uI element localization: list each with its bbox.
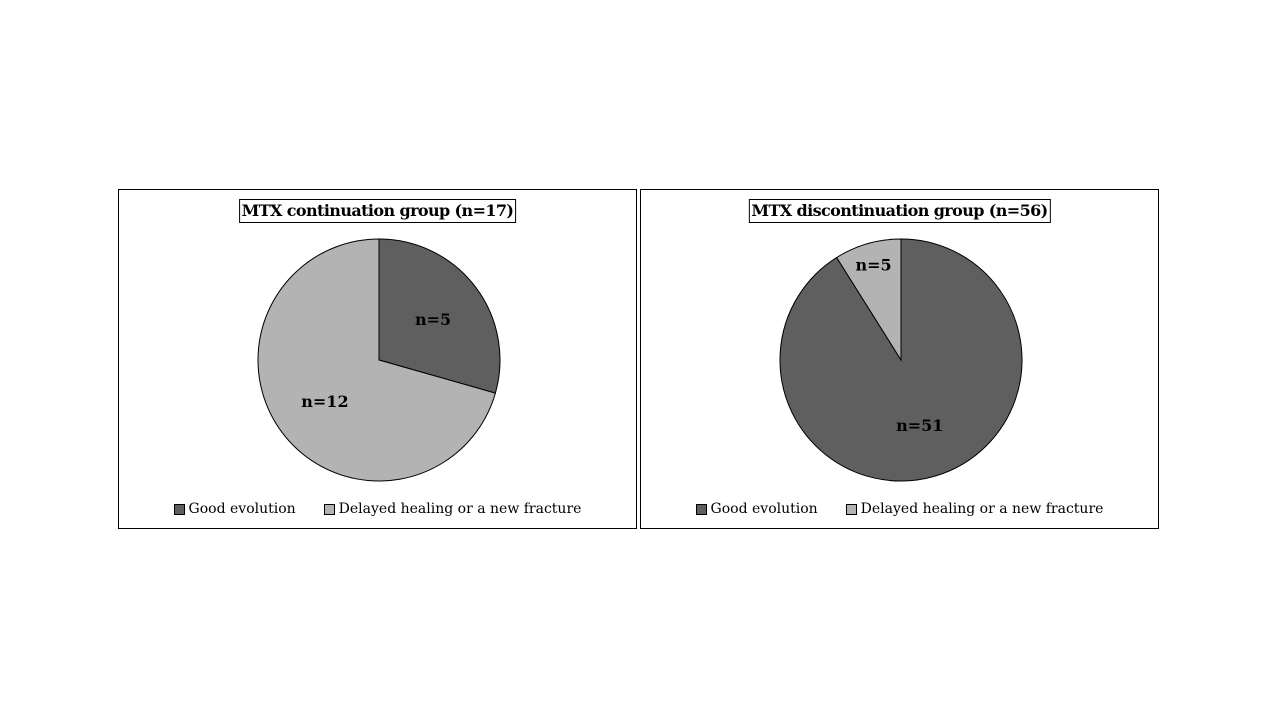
legend-item-good: Good evolution <box>173 501 296 517</box>
pie-chart: n=5 n=12 <box>257 238 501 482</box>
chart-title: MTX discontinuation group (n=56) <box>748 199 1051 223</box>
data-label-delayed: n=12 <box>301 392 348 411</box>
legend-swatch-delayed <box>845 503 857 515</box>
chart-title: MTX continuation group (n=17) <box>238 199 517 223</box>
legend-label-good: Good evolution <box>710 501 818 517</box>
pie-slice-delayed <box>257 238 496 482</box>
legend-label-good: Good evolution <box>188 501 296 517</box>
pie-slice-good <box>378 238 501 394</box>
legend: Good evolution Delayed healing or a new … <box>641 501 1158 517</box>
legend: Good evolution Delayed healing or a new … <box>119 501 636 517</box>
legend-item-good: Good evolution <box>695 501 818 517</box>
legend-item-delayed: Delayed healing or a new fracture <box>323 501 582 517</box>
chart-panel-continuation: MTX continuation group (n=17) n=5 n=12 Go… <box>118 189 637 529</box>
legend-swatch-good <box>695 503 707 515</box>
legend-swatch-good <box>173 503 185 515</box>
legend-label-delayed: Delayed healing or a new fracture <box>860 501 1104 517</box>
data-label-good: n=51 <box>896 416 943 435</box>
pie-chart: n=51 n=5 <box>779 238 1023 482</box>
pie-slice-delayed <box>835 238 902 362</box>
legend-item-delayed: Delayed healing or a new fracture <box>845 501 1104 517</box>
data-label-delayed: n=5 <box>855 256 891 275</box>
legend-swatch-delayed <box>323 503 335 515</box>
legend-label-delayed: Delayed healing or a new fracture <box>338 501 582 517</box>
chart-panel-discontinuation: MTX discontinuation group (n=56) n=51 n=5… <box>640 189 1159 529</box>
data-label-good: n=5 <box>415 310 451 329</box>
